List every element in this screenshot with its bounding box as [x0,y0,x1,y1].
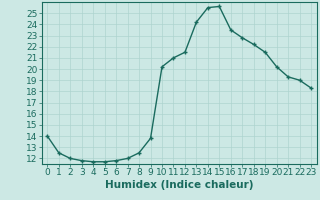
X-axis label: Humidex (Indice chaleur): Humidex (Indice chaleur) [105,180,253,190]
